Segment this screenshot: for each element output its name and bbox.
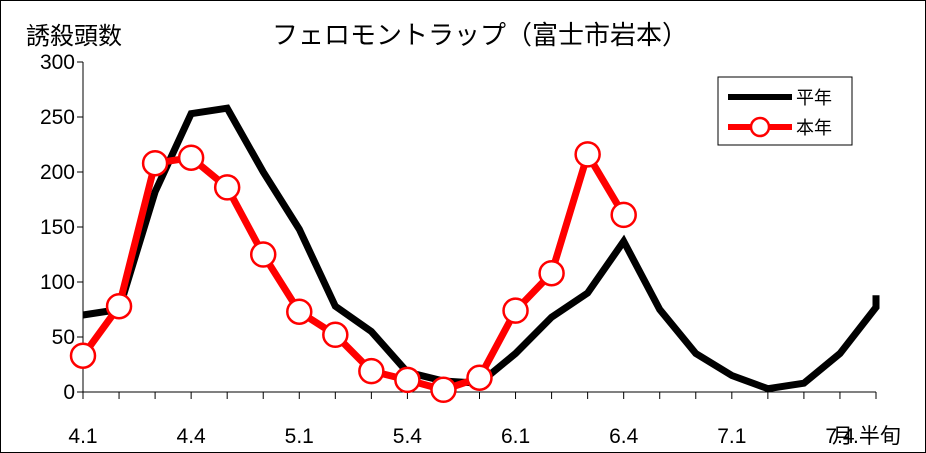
y-axis-title: 誘殺頭数 [26, 22, 122, 50]
x-tick-label: 5.1 [285, 425, 314, 448]
y-tick-label: 150 [40, 216, 75, 239]
data-point [286, 298, 313, 325]
x-axis-title: 月.半旬 [832, 425, 901, 448]
legend-marker-honnen [749, 116, 771, 138]
series-line [82, 104, 880, 393]
data-point [322, 321, 349, 349]
x-tick-label: 4.4 [177, 425, 207, 448]
series-line [80, 145, 627, 394]
data-point [502, 297, 529, 324]
legend: 平年 本年 [717, 76, 853, 146]
y-tick-label: 50 [52, 326, 75, 349]
series-honnen [69, 141, 637, 404]
data-point [358, 357, 385, 385]
x-tick-label: 7.1 [717, 425, 746, 448]
data-point [430, 376, 457, 404]
data-point [538, 259, 565, 287]
data-point [394, 366, 421, 394]
data-point [105, 292, 133, 320]
data-point [69, 342, 97, 369]
x-tick-label: 7.4 [825, 425, 855, 448]
x-tick-label: 4.1 [68, 425, 97, 448]
x-tick-label: 6.4 [609, 425, 639, 448]
data-point [574, 141, 601, 168]
series-heinen [82, 104, 880, 393]
data-point [466, 364, 493, 391]
x-tick-label: 6.1 [501, 425, 530, 448]
y-tick-labels: 0 50 100 150 200 250 300 [40, 51, 75, 404]
legend-box [717, 76, 853, 146]
legend-label-honnen: 本年 [796, 118, 832, 139]
y-tick-label: 250 [40, 106, 75, 129]
y-tick-label: 0 [63, 381, 75, 404]
chart-title: フェロモントラップ（富士市岩本） [272, 21, 688, 51]
y-tick-label: 100 [40, 271, 75, 294]
data-point [249, 241, 277, 268]
legend-label-heinen: 平年 [796, 88, 832, 109]
axes [77, 61, 877, 399]
y-tick-label: 200 [40, 161, 75, 184]
data-point [213, 174, 241, 201]
y-tick-label: 300 [40, 51, 75, 74]
series-layer [69, 104, 880, 404]
x-tick-labels: 4.1 4.4 5.1 5.4 6.1 6.4 7.1 7.4 [68, 425, 854, 448]
x-tick-label: 5.4 [393, 425, 423, 448]
data-point [610, 201, 637, 229]
data-point [177, 144, 205, 171]
data-point [141, 149, 169, 177]
